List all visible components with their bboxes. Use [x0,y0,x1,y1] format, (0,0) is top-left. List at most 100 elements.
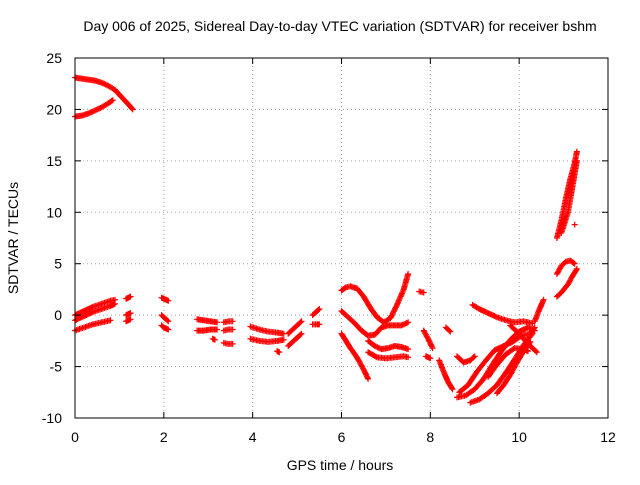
series-arc-am [469,301,536,327]
data-point-markers [416,288,427,296]
series-arc-k [194,326,221,334]
series-arc-aa [365,349,412,362]
series-arc-o [220,339,236,347]
series-arc-q [247,335,287,345]
series-arc-t [285,330,305,349]
data-point-markers [454,353,478,366]
data-point-markers [209,335,218,343]
data-point-markers [531,296,547,325]
x-tick-label: 10 [511,429,527,445]
data-point-markers [123,293,134,302]
series-arc-ac [420,327,436,352]
data-point-markers [558,157,580,236]
data-point-markers [158,294,172,304]
data-point-markers [442,324,454,335]
series-arc-v [309,321,323,328]
series-arc-r [274,348,283,356]
series-arc-g [158,294,172,304]
data-point-markers [285,330,305,349]
data-point-markers [494,338,534,397]
data-point-markers [571,221,578,228]
series-arc-ae [436,357,456,393]
data-point-markers [194,326,221,334]
data-point-markers [158,322,172,333]
data-point-markers [553,265,580,300]
series-arc-y [338,330,372,382]
y-tick-label: 25 [46,50,62,66]
data-points-layer [72,74,580,406]
series-arc-h [158,312,172,325]
y-tick-label: 10 [46,204,62,220]
data-point-markers [285,318,305,337]
y-axis-label: SDTVAR / TECUs [5,182,21,294]
series-arc-ad [422,353,434,362]
ticks-layer [74,57,609,419]
data-point-markers [338,271,412,326]
series-arc-m [220,318,236,326]
data-point-markers [456,324,538,396]
series-arc-f [123,316,134,325]
tick-labels-layer: 0 2 4 6 8 10 12 -10 -5 0 5 10 15 20 25 [42,50,616,445]
data-point-markers [220,318,236,326]
x-tick-label: 12 [600,429,616,445]
series-arc-d [123,293,134,302]
data-point-markers [365,349,412,362]
data-point-markers [123,310,134,319]
y-tick-label: 5 [54,256,62,272]
series-arc-i [158,322,172,333]
x-tick-label: 2 [160,429,168,445]
data-point-markers [309,321,323,328]
data-point-markers [194,316,221,326]
series-arc-ao [531,296,547,325]
data-point-markers [274,348,283,356]
series-arc-ab [416,288,427,296]
data-point-markers [420,327,436,352]
data-point-markers [158,312,172,325]
chart-title: Day 006 of 2025, Sidereal Day-to-day VTE… [83,18,596,34]
x-tick-label: 8 [426,429,434,445]
series-arc-at [553,265,580,300]
data-point-markers [247,323,287,337]
data-point-markers [247,335,287,345]
data-point-markers [507,322,540,356]
series-arc-j [194,316,221,326]
series-arc-s [285,318,305,337]
series-arc-l [209,335,218,343]
data-point-markers [338,308,412,339]
data-point-markers [338,330,372,382]
series-arc-u [309,306,323,319]
series-arc-w [338,271,412,326]
data-point-markers [123,316,134,325]
series-arc-aq [558,157,580,236]
series-arc-p [247,323,287,337]
series-arc-an [507,322,540,356]
data-point-markers [220,339,236,347]
y-tick-label: -10 [42,410,62,426]
series-arc-x [338,308,412,339]
data-point-markers [220,326,236,334]
series-arc-z [365,337,412,353]
x-axis-label: GPS time / hours [287,457,394,473]
data-point-markers [469,301,536,327]
y-tick-label: 0 [54,307,62,323]
series-arc-as [553,257,578,277]
y-tick-label: 15 [46,153,62,169]
data-point-markers [436,357,456,393]
data-point-markers [422,353,434,362]
x-tick-label: 0 [71,429,79,445]
series-arc-e [123,310,134,319]
grid-layer [75,58,608,418]
series-arc-ar [571,221,578,228]
y-tick-label: 20 [46,101,62,117]
data-point-markers [309,306,323,319]
x-tick-label: 6 [338,429,346,445]
series-arc-ak [494,338,534,397]
data-point-markers [553,257,578,277]
x-tick-label: 4 [249,429,257,445]
data-point-markers [365,337,412,353]
series-arc-af [442,324,454,335]
series-arc-ah [456,324,538,396]
